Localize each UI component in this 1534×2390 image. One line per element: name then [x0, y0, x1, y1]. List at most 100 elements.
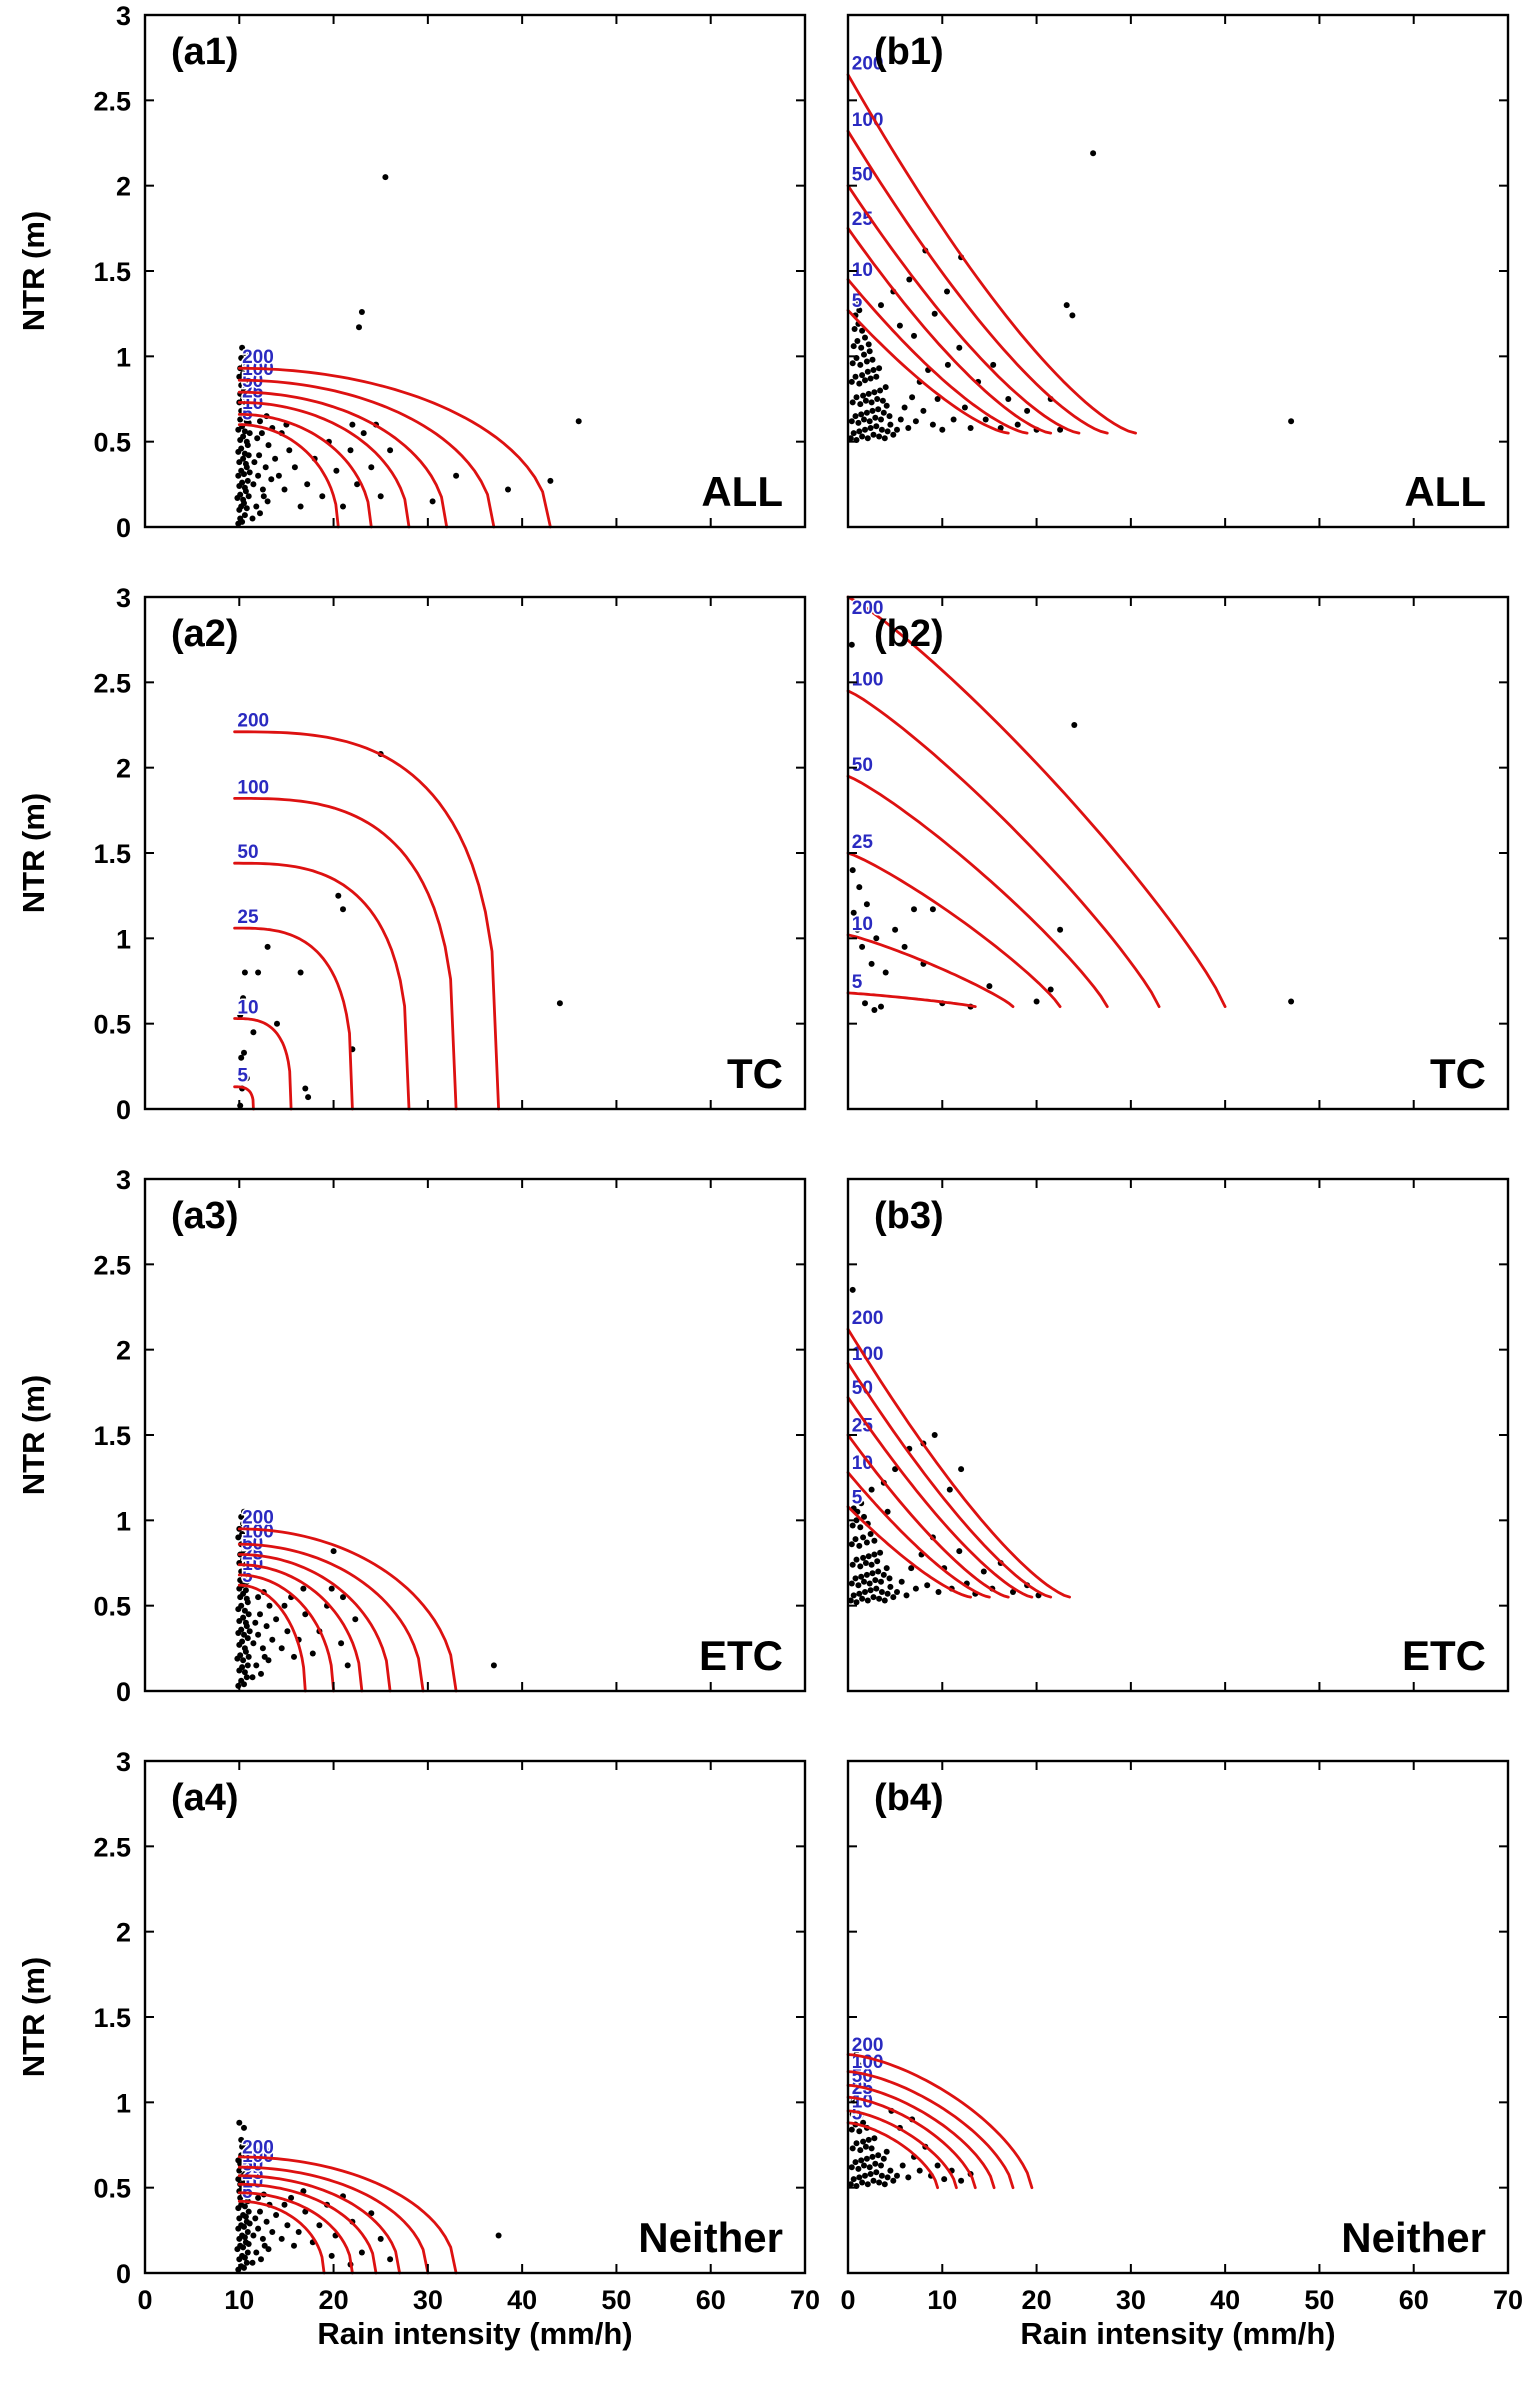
data-point — [243, 2193, 250, 2200]
x-axis-title: Rain intensity (mm/h) — [317, 2316, 633, 2351]
data-point — [240, 455, 247, 462]
contour-25 — [233, 926, 354, 1111]
contour-100 — [237, 1542, 425, 1693]
data-point — [982, 416, 989, 423]
data-point — [490, 1662, 497, 1669]
data-point — [852, 413, 859, 420]
contour-50 — [237, 2174, 401, 2275]
data-point — [252, 1619, 259, 1626]
data-point — [330, 1548, 337, 1555]
data-point — [243, 418, 250, 425]
data-point — [241, 1537, 248, 1544]
data-point — [340, 503, 346, 510]
data-point — [847, 1597, 854, 1604]
data-point — [868, 399, 875, 406]
data-point — [867, 425, 874, 431]
data-point — [239, 479, 246, 486]
x-tick-label: 20 — [319, 2285, 349, 2315]
data-point — [382, 174, 389, 181]
y-tick-label: 1.5 — [93, 2003, 131, 2033]
panel-label-a2: (a2) — [171, 613, 239, 655]
data-point — [254, 435, 261, 442]
axes-frame — [846, 1177, 1510, 1693]
contour-50 — [237, 1553, 392, 1693]
data-point — [856, 1590, 863, 1597]
data-point — [909, 394, 916, 401]
data-point — [241, 2223, 247, 2230]
data-point — [865, 390, 872, 397]
data-point — [255, 969, 262, 976]
contour-25 — [237, 2182, 378, 2275]
data-point — [894, 1589, 900, 1595]
data-point — [241, 1607, 248, 1614]
data-point — [235, 1534, 242, 1541]
data-point — [859, 943, 866, 950]
data-point — [857, 361, 864, 368]
panel-label-b3: (b3) — [874, 1195, 944, 1237]
data-point — [886, 1575, 893, 1582]
data-point — [253, 503, 260, 510]
contour-label-5: 5 — [852, 2103, 863, 2124]
data-point — [856, 428, 863, 435]
data-point — [865, 1553, 872, 1560]
contour-10 — [846, 278, 1029, 435]
data-point — [1014, 421, 1021, 428]
data-point — [316, 2222, 323, 2229]
data-point — [344, 1662, 351, 1669]
y-tick-label: 0 — [116, 1677, 131, 1707]
data-point — [358, 309, 365, 315]
contour-100 — [846, 1361, 1053, 1599]
data-point — [352, 1616, 359, 1623]
data-point — [246, 1628, 253, 1635]
data-point — [854, 2090, 861, 2097]
panel-label-a3: (a3) — [171, 1195, 239, 1237]
contour-25 — [237, 401, 411, 529]
data-point — [855, 2061, 862, 2068]
contour-50 — [846, 774, 1109, 1008]
data-point — [238, 1626, 245, 1633]
data-point — [275, 472, 282, 479]
data-point — [575, 418, 582, 425]
data-point — [871, 389, 878, 396]
contour-label-200: 200 — [852, 2035, 884, 2056]
data-point — [281, 486, 288, 493]
data-point — [861, 351, 867, 358]
data-point — [239, 2143, 246, 2150]
y-tick-label: 0.5 — [93, 428, 131, 458]
data-point — [243, 1674, 250, 1681]
data-point — [877, 1549, 884, 1556]
data-point — [931, 310, 938, 317]
y-tick-label: 1.5 — [93, 839, 131, 869]
data-point — [856, 1542, 863, 1549]
data-point — [956, 1548, 963, 1555]
y-tick-label: 1 — [116, 1506, 131, 1536]
data-point — [244, 2249, 251, 2256]
contour-200 — [233, 730, 500, 1111]
contour-5 — [846, 2121, 939, 2190]
contour-label-25: 25 — [852, 832, 874, 853]
data-point — [262, 464, 269, 471]
data-point — [872, 414, 879, 421]
data-point — [250, 481, 257, 488]
x-tick-label: 20 — [1022, 2285, 1052, 2315]
panel-label-a1: (a1) — [171, 31, 239, 73]
data-point — [338, 1640, 345, 1647]
x-tick-label: 30 — [413, 2285, 443, 2315]
data-point — [243, 1578, 250, 1585]
data-point — [869, 407, 876, 414]
data-point — [867, 375, 874, 382]
contour-50 — [237, 390, 449, 529]
y-tick-label: 2 — [116, 172, 131, 202]
data-point — [377, 2235, 384, 2242]
data-point — [884, 2174, 891, 2181]
data-point — [848, 641, 855, 648]
category-label-a1: ALL — [701, 468, 783, 515]
data-point — [849, 867, 856, 874]
data-point — [243, 2259, 250, 2266]
data-point — [335, 892, 342, 899]
panel-b2: 5 10 25 50 100 200 — [846, 595, 1510, 1111]
x-tick-label: 10 — [224, 2285, 254, 2315]
